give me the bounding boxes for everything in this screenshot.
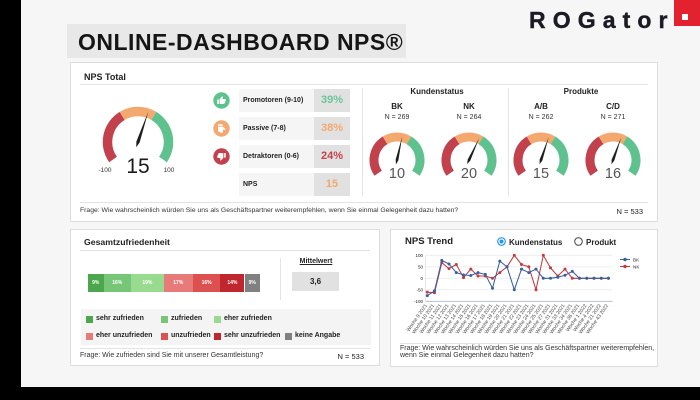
- svg-text:BK: BK: [633, 258, 640, 263]
- svg-text:-50: -50: [416, 287, 423, 292]
- svg-text:NK: NK: [633, 265, 640, 270]
- svg-text:100: 100: [415, 253, 423, 258]
- svg-text:-100: -100: [414, 299, 424, 304]
- svg-text:50: 50: [418, 264, 424, 269]
- svg-text:0: 0: [420, 276, 423, 281]
